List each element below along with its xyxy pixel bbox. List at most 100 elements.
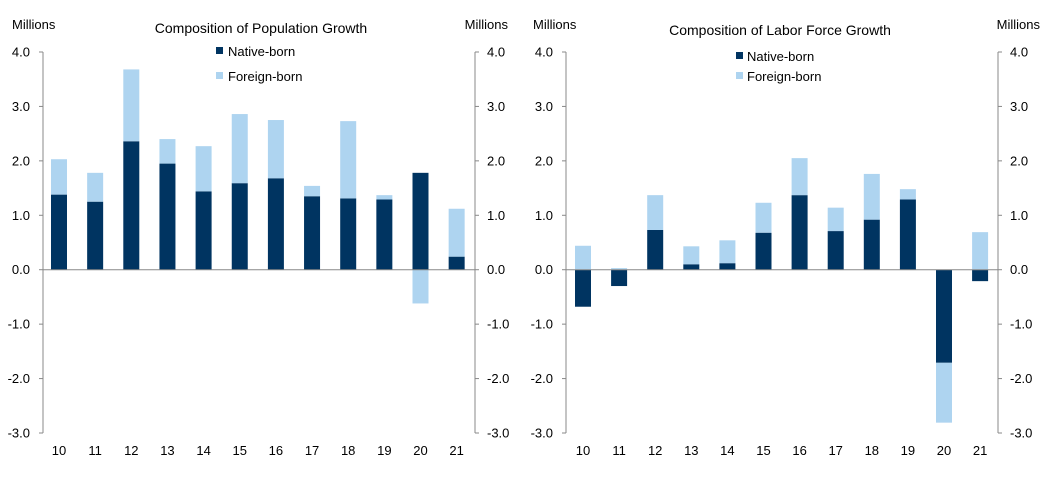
bar-native-born-11 — [87, 201, 104, 270]
left-y-axis-ticks: 4.0 3.0 2.0 1.0 0.0 -1.0 -2.0 -3.0 — [531, 45, 553, 441]
labor-force-growth-chart: Millions Millions Composition of Labor F… — [531, 17, 1041, 458]
bar-native-born-19 — [376, 199, 393, 270]
x-tick-label-16: 16 — [792, 443, 806, 458]
x-tick-label-11: 11 — [612, 443, 626, 458]
bar-native-born-14 — [195, 191, 212, 270]
legend-label-native-born: Native-born — [747, 49, 814, 64]
right-y-tick-label: -1.0 — [487, 317, 509, 332]
x-tick-label-18: 18 — [865, 443, 879, 458]
x-tick-label-20: 20 — [413, 443, 427, 458]
bar-foreign-born-15 — [231, 114, 248, 184]
chart-title: Composition of Population Growth — [155, 20, 367, 36]
x-tick-label-11: 11 — [88, 443, 102, 458]
bar-native-born-15 — [755, 232, 772, 270]
right-y-axis-unit-label: Millions — [997, 17, 1041, 32]
legend-label-foreign-born: Foreign-born — [747, 69, 821, 84]
bar-native-born-10 — [51, 194, 67, 270]
bar-foreign-born-10 — [51, 159, 67, 195]
right-y-tick-label: 1.0 — [1010, 208, 1028, 223]
left-y-axis-ticks: 4.0 3.0 2.0 1.0 0.0 -1.0 -2.0 -3.0 — [8, 45, 30, 441]
x-tick-label-18: 18 — [341, 443, 355, 458]
right-y-tick-label: 0.0 — [1010, 262, 1028, 277]
bar-foreign-born-21 — [972, 232, 989, 270]
x-tick-label-21: 21 — [449, 443, 463, 458]
x-tick-label-17: 17 — [305, 443, 319, 458]
left-y-tick-label: 3.0 — [12, 99, 30, 114]
left-y-tick-label: -3.0 — [531, 426, 553, 441]
bar-foreign-born-18 — [340, 121, 357, 199]
right-y-tick-label: -1.0 — [1010, 317, 1032, 332]
chart-axes — [39, 51, 479, 434]
x-tick-label-14: 14 — [720, 443, 734, 458]
legend-label-native-born: Native-born — [228, 44, 295, 59]
bar-native-born-16 — [267, 178, 284, 270]
bar-native-born-17 — [827, 231, 844, 270]
right-y-axis-unit-label: Millions — [465, 17, 509, 32]
x-tick-label-19: 19 — [901, 443, 915, 458]
left-y-tick-label: 0.0 — [535, 262, 553, 277]
bar-native-born-12 — [123, 141, 140, 270]
right-y-tick-label: 4.0 — [487, 45, 505, 60]
left-y-tick-label: -1.0 — [531, 317, 553, 332]
right-y-tick-label: 2.0 — [1010, 153, 1028, 168]
x-tick-label-13: 13 — [160, 443, 174, 458]
left-y-tick-label: 3.0 — [535, 99, 553, 114]
bar-foreign-born-21 — [448, 208, 465, 257]
bar-native-born-14 — [719, 263, 736, 270]
right-y-tick-label: 1.0 — [487, 208, 505, 223]
bar-native-born-18 — [340, 198, 357, 270]
bar-foreign-born-13 — [683, 246, 700, 265]
x-tick-label-20: 20 — [937, 443, 951, 458]
legend-swatch-native-born — [216, 47, 223, 54]
chart-legend: Native-born Foreign-born — [216, 44, 302, 84]
left-y-tick-label: 1.0 — [12, 208, 30, 223]
bar-native-born-12 — [647, 229, 664, 270]
right-y-tick-label: -2.0 — [1010, 371, 1032, 386]
bar-foreign-born-10 — [575, 245, 591, 270]
population-growth-chart: Millions Millions Composition of Populat… — [8, 17, 510, 458]
bar-foreign-born-16 — [791, 158, 808, 196]
left-y-axis-unit-label: Millions — [533, 17, 577, 32]
x-tick-label-10: 10 — [52, 443, 66, 458]
legend-swatch-native-born — [736, 52, 743, 59]
bar-foreign-born-12 — [647, 195, 664, 230]
left-y-tick-label: -2.0 — [8, 371, 30, 386]
bar-foreign-born-17 — [304, 185, 321, 197]
bar-native-born-11 — [611, 269, 628, 287]
x-tick-label-12: 12 — [648, 443, 662, 458]
right-y-axis-ticks: 4.0 3.0 2.0 1.0 0.0 -1.0 -2.0 -3.0 — [487, 45, 509, 441]
bar-native-born-18 — [863, 219, 880, 270]
right-y-tick-label: 3.0 — [487, 99, 505, 114]
legend-swatch-foreign-born — [216, 72, 223, 79]
stacked-bars — [51, 69, 465, 304]
legend-swatch-foreign-born — [736, 72, 743, 79]
right-y-tick-label: 4.0 — [1010, 45, 1028, 60]
right-y-axis-ticks: 4.0 3.0 2.0 1.0 0.0 -1.0 -2.0 -3.0 — [1010, 45, 1032, 441]
right-y-tick-label: -3.0 — [487, 426, 509, 441]
x-tick-label-10: 10 — [576, 443, 590, 458]
right-y-tick-label: 0.0 — [487, 262, 505, 277]
bar-foreign-born-16 — [267, 120, 284, 179]
x-tick-label-15: 15 — [233, 443, 247, 458]
bar-foreign-born-15 — [755, 202, 772, 233]
bar-foreign-born-20 — [412, 269, 429, 304]
left-y-tick-label: 2.0 — [535, 153, 553, 168]
left-y-tick-label: 4.0 — [535, 45, 553, 60]
bar-native-born-13 — [683, 264, 700, 270]
right-y-tick-label: -3.0 — [1010, 426, 1032, 441]
right-y-tick-label: -2.0 — [487, 371, 509, 386]
bar-native-born-16 — [791, 195, 808, 270]
bar-native-born-21 — [972, 269, 989, 282]
bar-native-born-19 — [899, 199, 916, 270]
left-y-tick-label: 1.0 — [535, 208, 553, 223]
x-axis-tick-labels: 10 11 12 13 14 15 16 17 18 19 20 21 — [52, 443, 464, 458]
bar-native-born-20 — [936, 269, 952, 363]
bar-foreign-born-14 — [719, 240, 736, 264]
right-y-tick-label: 3.0 — [1010, 99, 1028, 114]
bar-native-born-21 — [448, 256, 465, 270]
bar-foreign-born-19 — [376, 195, 393, 200]
left-y-tick-label: -1.0 — [8, 317, 30, 332]
right-y-tick-label: 2.0 — [487, 153, 505, 168]
x-tick-label-16: 16 — [269, 443, 283, 458]
